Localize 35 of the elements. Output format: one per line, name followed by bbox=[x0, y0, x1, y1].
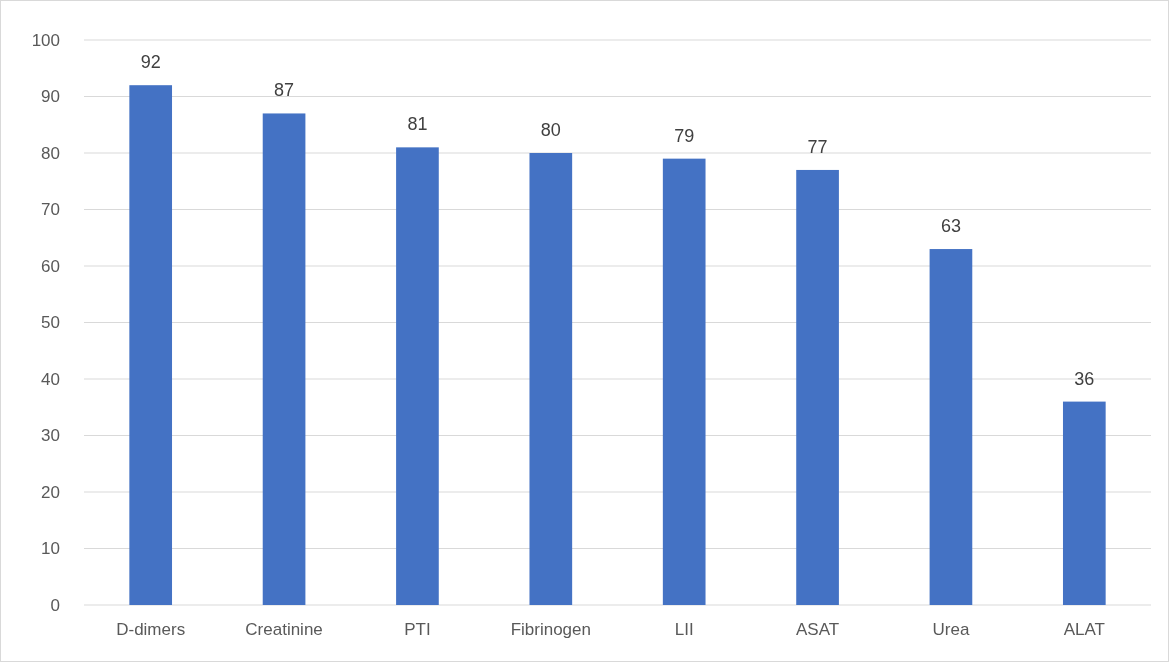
x-tick-label: D-dimers bbox=[116, 620, 186, 639]
bar bbox=[262, 113, 306, 605]
bar bbox=[529, 153, 573, 605]
data-label: 77 bbox=[807, 136, 828, 157]
y-tick-label: 40 bbox=[41, 369, 60, 389]
y-tick-label: 50 bbox=[41, 313, 60, 333]
bar bbox=[662, 158, 706, 605]
y-tick-label: 20 bbox=[41, 482, 60, 502]
y-tick-label: 80 bbox=[41, 143, 60, 163]
x-tick-label: PTI bbox=[404, 620, 431, 639]
y-tick-label: 100 bbox=[31, 30, 60, 50]
y-tick-label: 0 bbox=[50, 595, 60, 615]
x-tick-label: Fibrinogen bbox=[510, 620, 591, 639]
y-tick-label: 10 bbox=[41, 539, 60, 559]
bar bbox=[929, 249, 973, 605]
data-label: 87 bbox=[274, 80, 295, 101]
x-tick-label: Urea bbox=[932, 620, 970, 639]
bar bbox=[1062, 401, 1106, 605]
data-label: 80 bbox=[540, 120, 561, 140]
bar bbox=[796, 169, 839, 605]
x-tick-label: LII bbox=[674, 620, 694, 639]
bar bbox=[129, 85, 173, 605]
y-tick-label: 90 bbox=[41, 87, 60, 107]
data-label: 36 bbox=[1074, 368, 1095, 389]
x-tick-label: ALAT bbox=[1063, 620, 1105, 639]
x-tick-label: ASAT bbox=[795, 620, 840, 639]
y-tick-label: 30 bbox=[41, 426, 60, 446]
y-tick-label: 70 bbox=[41, 200, 60, 220]
data-label: 92 bbox=[140, 52, 161, 73]
data-label: 81 bbox=[407, 114, 428, 135]
x-tick-label: Creatinine bbox=[245, 620, 323, 639]
data-label: 79 bbox=[674, 125, 695, 146]
bar bbox=[396, 147, 439, 605]
y-tick-label: 60 bbox=[41, 256, 60, 276]
data-label: 63 bbox=[940, 216, 961, 237]
